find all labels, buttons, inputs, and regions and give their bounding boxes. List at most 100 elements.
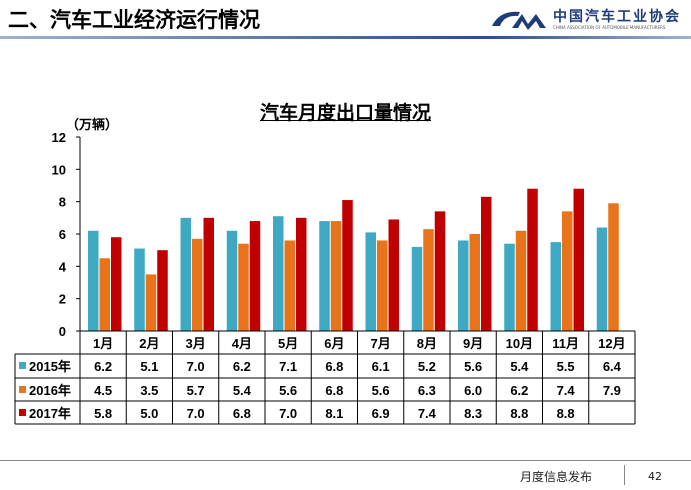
data-label: 6.8	[325, 359, 343, 374]
bar-2016年-1月	[99, 258, 110, 331]
bar-2017年-5月	[296, 217, 307, 331]
data-label: 5.1	[140, 359, 158, 374]
bar-2015年-5月	[273, 216, 284, 331]
bar-2016年-9月	[469, 234, 480, 331]
data-label: 6.1	[372, 359, 390, 374]
category-label: 2月	[139, 336, 159, 351]
data-label: 6.0	[464, 383, 482, 398]
data-label: 5.6	[279, 383, 297, 398]
bar-2016年-11月	[562, 211, 573, 331]
data-label: 7.0	[187, 406, 205, 421]
legend-swatch	[19, 386, 26, 393]
category-label: 7月	[371, 336, 391, 351]
bar-2015年-2月	[134, 248, 145, 331]
caam-logo-mark	[492, 11, 546, 30]
y-tick-label: 10	[52, 162, 66, 177]
bar-2017年-3月	[203, 217, 214, 331]
legend-label: 2016年	[29, 383, 71, 398]
bar-2015年-10月	[504, 243, 515, 331]
data-label: 6.2	[510, 383, 528, 398]
bar-2016年-10月	[515, 230, 527, 331]
category-label: 10月	[506, 336, 533, 351]
data-label: 6.3	[418, 383, 436, 398]
bar-2015年-8月	[411, 246, 423, 331]
data-label: 8.8	[510, 406, 528, 421]
bar-2016年-12月	[608, 203, 619, 331]
header-divider	[0, 36, 691, 39]
data-label: 4.5	[94, 383, 112, 398]
bar-2015年-12月	[596, 227, 608, 331]
category-label: 3月	[186, 336, 206, 351]
y-tick-label: 12	[52, 130, 66, 145]
bar-2017年-6月	[342, 200, 353, 331]
data-label: 6.8	[325, 383, 343, 398]
bar-2016年-4月	[238, 243, 249, 331]
bar-2015年-1月	[88, 230, 99, 331]
bar-2015年-11月	[550, 242, 561, 331]
data-label: 7.0	[279, 406, 297, 421]
data-label: 5.4	[233, 383, 252, 398]
bar-2015年-3月	[180, 217, 191, 331]
category-label: 5月	[278, 336, 298, 351]
bar-2016年-7月	[377, 240, 388, 331]
category-label: 4月	[232, 336, 252, 351]
bar-2017年-4月	[249, 221, 261, 331]
legend-swatch	[19, 362, 26, 369]
data-label: 5.4	[510, 359, 529, 374]
bar-2017年-2月	[157, 250, 168, 331]
data-label: 8.1	[325, 406, 343, 421]
data-label: 6.2	[94, 359, 112, 374]
bar-2017年-10月	[527, 188, 538, 331]
data-label: 5.5	[557, 359, 575, 374]
bar-2017年-8月	[434, 211, 446, 331]
bar-2016年-5月	[284, 240, 295, 331]
bar-2017年-9月	[481, 196, 492, 331]
legend-swatch	[19, 409, 26, 416]
category-label: 9月	[463, 336, 483, 351]
data-label: 7.1	[279, 359, 297, 374]
data-label: 6.9	[372, 406, 390, 421]
bar-2015年-7月	[365, 232, 376, 331]
bar-chart: 0 2 4 6 8 10 12 1月 2月 3月 4月 5月 6月 7月 8月 9月 10月 11月 12月 2015…	[14, 130, 636, 425]
bar-2015年-9月	[458, 240, 469, 331]
category-label: 6月	[324, 336, 344, 351]
y-tick-label: 4	[59, 259, 67, 274]
footer-text: 月度信息发布	[520, 470, 593, 484]
data-label: 8.3	[464, 406, 482, 421]
data-label: 5.7	[187, 383, 205, 398]
data-label: 7.4	[557, 383, 576, 398]
data-label: 7.9	[603, 383, 621, 398]
category-label: 8月	[417, 336, 437, 351]
caam-logo: 中国汽车工业协会 CHINA ASSOCIATION OF AUTOMOBILE…	[490, 6, 690, 34]
data-label: 7.4	[418, 406, 437, 421]
data-label: 5.6	[464, 359, 482, 374]
bar-2015年-6月	[319, 221, 330, 331]
data-label: 6.8	[233, 406, 251, 421]
y-tick-label: 0	[59, 324, 66, 339]
bar-2017年-7月	[388, 219, 399, 331]
bar-2016年-2月	[145, 274, 157, 331]
category-label: 1月	[93, 336, 113, 351]
category-label: 12月	[598, 336, 625, 351]
logo-text-cn: 中国汽车工业协会	[553, 9, 681, 25]
data-label: 6.4	[603, 359, 622, 374]
bar-2017年-1月	[111, 237, 122, 331]
bar-2017年-11月	[573, 188, 584, 331]
data-label: 5.0	[140, 406, 158, 421]
slide-title: 二、汽车工业经济运行情况	[8, 8, 260, 32]
data-label: 5.2	[418, 359, 436, 374]
y-tick-label: 2	[59, 292, 66, 307]
footer-separator	[624, 465, 625, 485]
legend-label: 2015年	[29, 359, 71, 374]
legend-label: 2017年	[29, 406, 71, 421]
footer-divider	[0, 460, 691, 461]
y-tick-label: 8	[59, 195, 66, 210]
logo-text-en: CHINA ASSOCIATION OF AUTOMOBILE MANUFACT…	[553, 25, 666, 30]
bar-2015年-4月	[226, 230, 238, 331]
data-label: 5.8	[94, 406, 112, 421]
y-axis-unit: （万辆）	[66, 118, 119, 133]
bar-2016年-6月	[330, 221, 342, 331]
category-label: 11月	[552, 336, 579, 351]
data-label: 6.2	[233, 359, 251, 374]
data-label: 3.5	[140, 383, 158, 398]
